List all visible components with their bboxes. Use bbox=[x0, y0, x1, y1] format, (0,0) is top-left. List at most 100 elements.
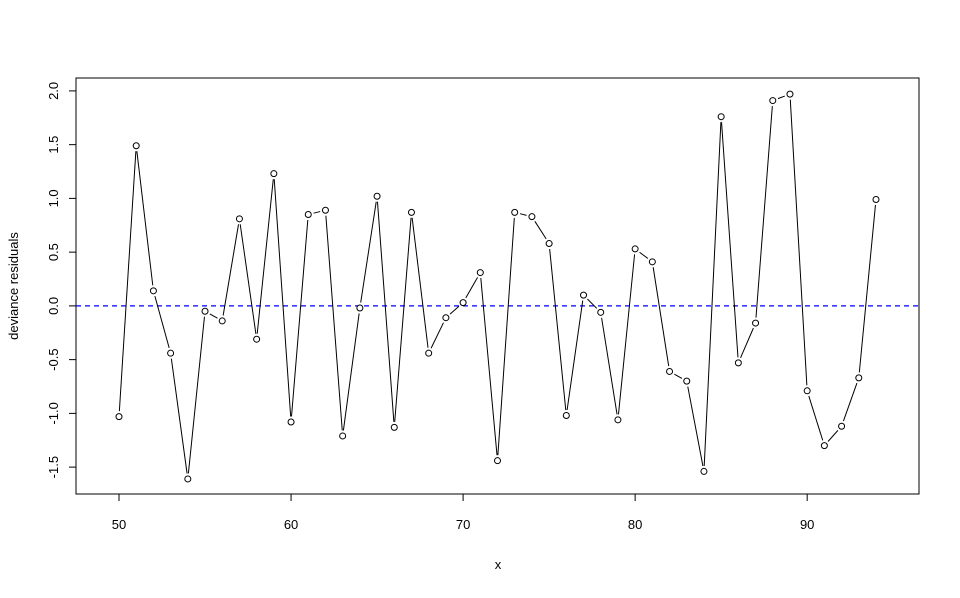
data-point bbox=[373, 192, 381, 200]
series-segment bbox=[497, 217, 515, 456]
series-segment bbox=[394, 217, 412, 422]
y-tick-label: -1.0 bbox=[46, 402, 61, 424]
series-segment bbox=[239, 224, 257, 334]
y-tick-label: 2.0 bbox=[46, 82, 61, 100]
data-point bbox=[511, 208, 519, 216]
series-segment bbox=[313, 211, 321, 214]
data-point bbox=[494, 457, 501, 465]
data-point bbox=[648, 258, 656, 266]
series-segment bbox=[480, 277, 498, 456]
data-point bbox=[666, 367, 674, 375]
data-point bbox=[580, 291, 588, 299]
series-segment bbox=[639, 251, 649, 259]
data-point bbox=[304, 211, 312, 219]
y-tick-label: -1.5 bbox=[46, 456, 61, 478]
series-segment bbox=[136, 151, 154, 286]
data-point bbox=[184, 475, 192, 483]
series-segment bbox=[808, 395, 824, 441]
series-segment bbox=[187, 316, 205, 474]
series-segment bbox=[325, 215, 343, 431]
x-tick-label: 70 bbox=[456, 517, 470, 532]
series-segment bbox=[411, 217, 429, 348]
data-point bbox=[786, 90, 794, 98]
series-segment bbox=[256, 179, 274, 334]
data-point bbox=[803, 387, 811, 395]
series-segment bbox=[549, 248, 567, 411]
series-segment bbox=[154, 296, 170, 349]
data-point bbox=[459, 299, 467, 307]
series-segment bbox=[170, 358, 188, 474]
series-segment bbox=[430, 322, 444, 349]
x-axis-label: x bbox=[495, 557, 502, 572]
data-point bbox=[339, 432, 347, 440]
series-segment bbox=[534, 221, 547, 240]
series-segment bbox=[740, 327, 754, 359]
series-segment bbox=[674, 373, 683, 379]
data-point bbox=[631, 245, 639, 253]
series-segment bbox=[449, 305, 460, 315]
y-tick-label: 0.0 bbox=[46, 297, 61, 315]
y-tick-label: -0.5 bbox=[46, 348, 61, 370]
data-point bbox=[407, 208, 415, 216]
y-axis: -1.5 -1.0 -0.5 0.0 0.5 1.0 1.5 2.0 bbox=[46, 82, 77, 478]
series-segment bbox=[858, 204, 876, 373]
series-segment bbox=[222, 224, 240, 316]
data-point bbox=[149, 287, 157, 295]
data-point bbox=[390, 423, 398, 431]
data-point bbox=[717, 113, 725, 121]
series-segment bbox=[291, 219, 309, 417]
series-segment bbox=[687, 386, 704, 467]
series-residuals bbox=[115, 90, 880, 483]
data-point bbox=[700, 467, 708, 475]
series-segment bbox=[360, 201, 377, 303]
x-tick-label: 50 bbox=[112, 517, 126, 532]
y-tick-label: 1.0 bbox=[46, 189, 61, 207]
data-point bbox=[442, 314, 450, 322]
y-axis-label: deviance residuals bbox=[6, 232, 21, 340]
series-segment bbox=[652, 267, 670, 367]
data-point bbox=[769, 97, 777, 105]
data-point bbox=[734, 359, 742, 367]
data-point bbox=[752, 319, 760, 327]
series-segment bbox=[118, 151, 137, 412]
data-point bbox=[253, 335, 261, 343]
data-point bbox=[218, 317, 226, 325]
x-tick-label: 80 bbox=[628, 517, 642, 532]
series-segment bbox=[703, 122, 722, 466]
series-segment bbox=[721, 122, 739, 358]
data-point bbox=[683, 377, 691, 385]
x-tick-label: 90 bbox=[800, 517, 814, 532]
series-segment bbox=[342, 313, 360, 431]
data-point bbox=[270, 170, 278, 178]
data-point bbox=[476, 269, 484, 277]
series-segment bbox=[789, 99, 808, 386]
series-segment bbox=[617, 254, 636, 415]
data-point bbox=[597, 308, 605, 316]
data-point bbox=[201, 307, 209, 315]
data-point bbox=[425, 349, 433, 357]
series-segment bbox=[376, 201, 395, 422]
data-point bbox=[115, 413, 123, 421]
data-point bbox=[820, 442, 828, 450]
series-segment bbox=[566, 300, 584, 411]
data-point bbox=[167, 349, 175, 357]
data-point bbox=[545, 240, 553, 248]
series-segment bbox=[519, 213, 527, 216]
data-point bbox=[528, 213, 536, 221]
series-segment bbox=[755, 106, 773, 318]
data-point bbox=[838, 422, 846, 430]
y-tick-label: 0.5 bbox=[46, 243, 61, 261]
data-point bbox=[872, 195, 880, 203]
series-segment bbox=[587, 298, 598, 309]
data-point bbox=[356, 304, 364, 312]
series-segment bbox=[273, 179, 292, 417]
series-segment bbox=[777, 95, 785, 100]
data-point bbox=[614, 416, 622, 424]
data-point bbox=[562, 412, 570, 420]
data-point bbox=[321, 206, 329, 214]
data-point bbox=[132, 142, 140, 150]
series-segment bbox=[827, 430, 839, 442]
data-point bbox=[287, 418, 295, 426]
data-point bbox=[855, 374, 863, 382]
